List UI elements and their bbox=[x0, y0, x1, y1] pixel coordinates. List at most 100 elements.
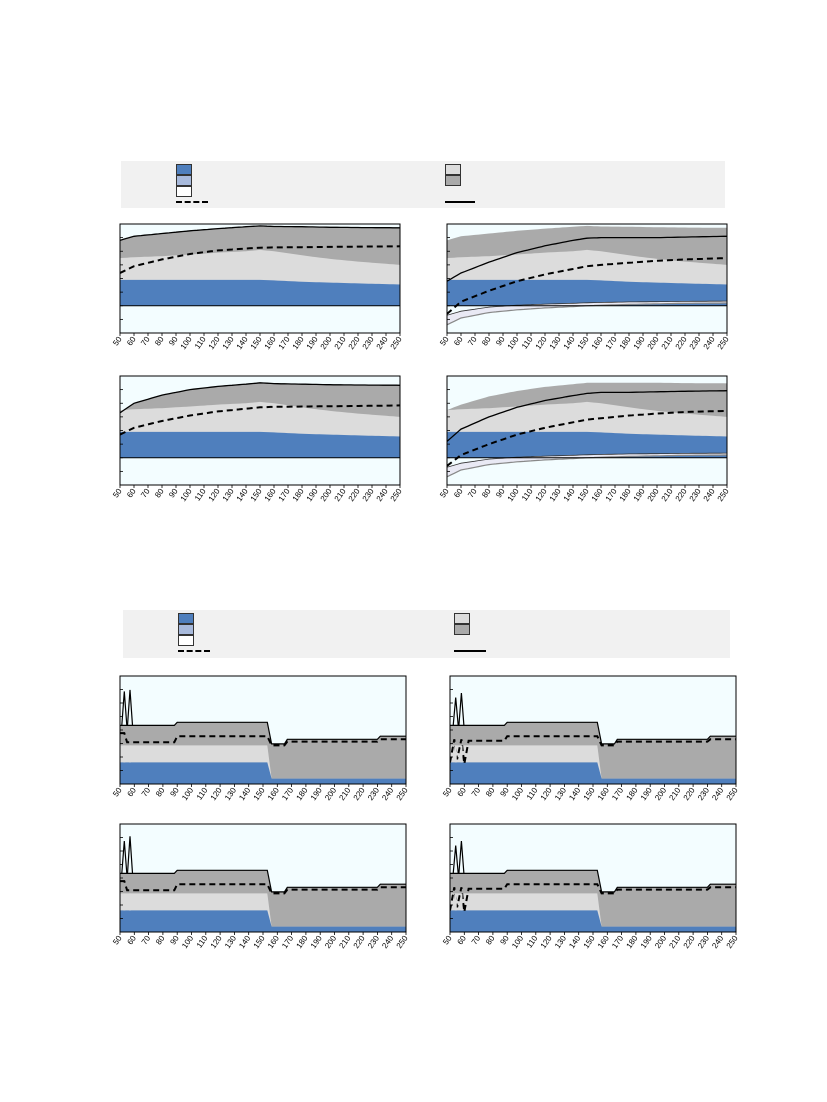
x-tick-label: 210 bbox=[667, 786, 682, 803]
x-tick-label: 100 bbox=[506, 335, 521, 352]
spike-gap-1 bbox=[129, 745, 132, 763]
chart-bottom-4: 50 60 70 80 90 100 110 120 130 140 150 160 170 180 190… bbox=[441, 823, 740, 951]
spike-gap-0 bbox=[123, 745, 126, 763]
x-tick-label: 150 bbox=[576, 335, 591, 352]
plot-layer bbox=[447, 382, 727, 478]
x-tick-label: 170 bbox=[610, 934, 625, 951]
x-tick-label: 110 bbox=[525, 934, 540, 950]
x-tick-label: 130 bbox=[223, 786, 238, 803]
legend-swatch-dark-gray bbox=[454, 624, 470, 635]
x-tick-label: 140 bbox=[562, 335, 577, 352]
x-tick-label: 120 bbox=[209, 786, 224, 803]
x-tick-label: 140 bbox=[235, 487, 250, 504]
x-tick-label: 220 bbox=[674, 487, 689, 504]
x-tick-label: 70 bbox=[139, 487, 152, 500]
x-tick-label: 160 bbox=[596, 934, 611, 951]
x-tick-label: 230 bbox=[366, 934, 381, 951]
x-tick-label: 80 bbox=[153, 335, 166, 348]
x-tick-label: 50 bbox=[111, 786, 124, 799]
line-dashed bbox=[447, 257, 727, 315]
x-tick-label: 250 bbox=[716, 487, 731, 504]
x-tick-label: 230 bbox=[696, 934, 711, 951]
x-tick-label: 140 bbox=[235, 335, 250, 352]
x-tick-label: 170 bbox=[277, 487, 292, 504]
x-tick-label: 230 bbox=[696, 786, 711, 803]
plot-layer bbox=[120, 225, 400, 307]
x-tick-label: 140 bbox=[562, 487, 577, 504]
x-tick-label: 80 bbox=[154, 934, 167, 947]
x-tick-label: 240 bbox=[702, 335, 717, 352]
x-tick-label: 150 bbox=[582, 934, 597, 951]
x-tick-label: 60 bbox=[125, 934, 138, 947]
x-tick-label: 100 bbox=[510, 786, 525, 803]
x-tick-label: 120 bbox=[539, 786, 554, 803]
x-tick-label: 130 bbox=[223, 934, 238, 951]
x-tick-label: 220 bbox=[352, 934, 367, 951]
line-dashed bbox=[120, 404, 400, 436]
x-tick-label: 210 bbox=[667, 934, 682, 951]
x-tick-label: 130 bbox=[548, 335, 563, 352]
x-tick-label: 240 bbox=[380, 786, 395, 803]
x-tick-label: 150 bbox=[249, 487, 264, 504]
x-tick-label: 240 bbox=[375, 335, 390, 352]
x-tick-label: 160 bbox=[590, 335, 605, 352]
x-tick-label: 170 bbox=[604, 335, 619, 352]
x-tick-label: 80 bbox=[154, 786, 167, 799]
x-tick-label: 190 bbox=[639, 934, 654, 951]
area-blue bbox=[447, 431, 727, 458]
x-tick-label: 60 bbox=[125, 335, 138, 348]
x-tick-label: 130 bbox=[548, 487, 563, 504]
x-tick-label: 110 bbox=[195, 786, 210, 802]
legend-swatch-light-gray bbox=[454, 613, 470, 624]
line-solid bbox=[450, 869, 736, 893]
x-tick-label: 150 bbox=[252, 934, 267, 951]
legend-line-dashed bbox=[176, 201, 208, 203]
spike-1 bbox=[126, 836, 134, 874]
x-tick-label: 60 bbox=[125, 487, 138, 500]
legend-line-dashed bbox=[178, 650, 210, 652]
line-solid bbox=[447, 390, 727, 442]
spike-gap-1 bbox=[460, 745, 463, 763]
x-tick-label: 200 bbox=[646, 487, 661, 504]
spike-1 bbox=[458, 692, 465, 726]
x-tick-label: 140 bbox=[237, 786, 252, 803]
x-tick-label: 200 bbox=[653, 786, 668, 803]
x-tick-label: 160 bbox=[596, 786, 611, 803]
x-tick-label: 120 bbox=[539, 934, 554, 951]
x-tick-label: 200 bbox=[646, 335, 661, 352]
x-tick-label: 120 bbox=[534, 487, 549, 504]
chart-bottom-2: 50 60 70 80 90 100 110 120 130 140 150 160 170 180 190… bbox=[441, 675, 740, 803]
x-tick-label: 190 bbox=[639, 786, 654, 803]
area-lower-band bbox=[447, 301, 727, 325]
area-lower-band bbox=[447, 453, 727, 477]
x-tick-label: 220 bbox=[352, 786, 367, 803]
x-tick-label: 220 bbox=[682, 786, 697, 803]
x-tick-label: 50 bbox=[111, 335, 124, 348]
x-tick-label: 240 bbox=[375, 487, 390, 504]
line-lower-band-top bbox=[447, 452, 727, 468]
x-tick-label: 200 bbox=[319, 487, 334, 504]
x-tick-label: 220 bbox=[347, 335, 362, 352]
spike-0 bbox=[452, 697, 459, 726]
line-solid bbox=[447, 235, 727, 282]
x-tick-label: 250 bbox=[389, 335, 404, 352]
x-tick-label: 100 bbox=[180, 786, 195, 803]
x-tick-label: 250 bbox=[725, 934, 740, 951]
x-tick-label: 160 bbox=[590, 487, 605, 504]
plot-layer bbox=[120, 382, 400, 459]
x-tick-label: 200 bbox=[323, 786, 338, 803]
spike-1 bbox=[458, 840, 465, 874]
x-tick-label: 110 bbox=[525, 786, 540, 802]
x-tick-label: 180 bbox=[625, 934, 640, 951]
spike-0 bbox=[121, 691, 128, 726]
x-tick-label: 190 bbox=[632, 487, 647, 504]
x-tick-label: 50 bbox=[441, 934, 454, 947]
legend-swatch-light-blue bbox=[176, 175, 192, 186]
x-tick-label: 150 bbox=[252, 786, 267, 803]
plot-layer bbox=[450, 840, 736, 932]
line-solid bbox=[450, 721, 736, 745]
x-tick-label: 210 bbox=[337, 786, 352, 803]
x-tick-label: 110 bbox=[195, 934, 210, 950]
x-tick-label: 140 bbox=[567, 934, 582, 951]
